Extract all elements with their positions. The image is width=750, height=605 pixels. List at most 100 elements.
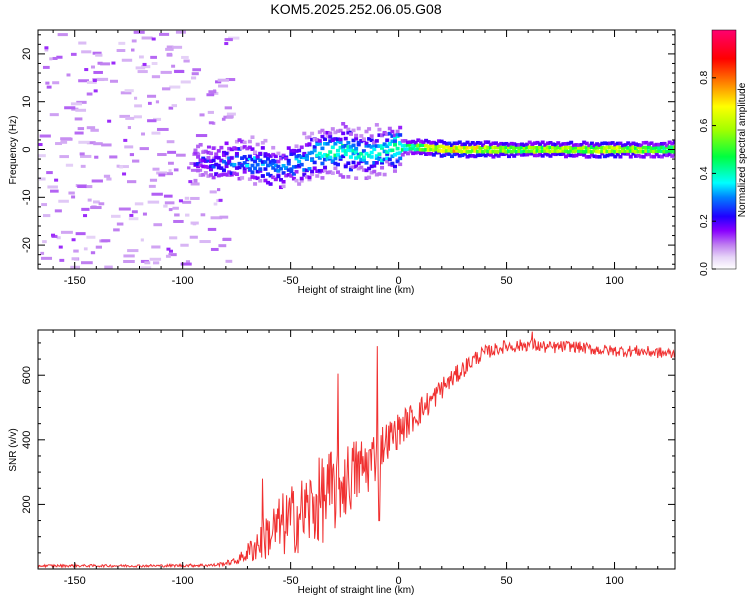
- ridge-cell: [545, 145, 550, 150]
- noise-mark: [207, 227, 217, 231]
- noise-mark: [153, 223, 163, 227]
- ridge-cell: [346, 161, 351, 165]
- ridge-cell: [263, 167, 268, 171]
- ridge-cell: [361, 158, 366, 162]
- ridge-cell: [333, 141, 338, 146]
- ridge-cell: [639, 146, 644, 150]
- y-tick-label: 10: [21, 96, 33, 108]
- ridge-cell: [382, 149, 387, 154]
- noise-mark: [166, 140, 175, 144]
- ridge-cell: [333, 153, 338, 158]
- ridge-cell: [564, 149, 569, 154]
- noise-mark: [95, 53, 103, 57]
- ridge-cell: [255, 142, 260, 147]
- ridge-cell: [354, 176, 359, 180]
- noise-mark: [167, 161, 174, 165]
- ridge-cell: [224, 161, 229, 166]
- ridge-cell: [424, 147, 429, 152]
- noise-mark: [97, 61, 103, 65]
- y-tick-label: 0: [21, 146, 33, 152]
- ridge-cell: [494, 150, 499, 154]
- noise-mark: [80, 154, 92, 158]
- ridge-cell: [551, 149, 556, 154]
- ridge-cell: [631, 149, 636, 153]
- ridge-cell: [380, 146, 385, 150]
- ridge-cell: [234, 166, 239, 170]
- ridge-cell: [266, 172, 271, 176]
- noise-mark: [210, 247, 219, 251]
- noise-mark: [141, 36, 153, 40]
- noise-mark: [163, 204, 168, 208]
- ridge-cell: [519, 145, 524, 150]
- ridge-cell: [221, 153, 226, 157]
- noise-mark: [59, 258, 65, 262]
- colorbar-tick-label: 0.2: [699, 214, 710, 228]
- noise-mark: [60, 140, 68, 144]
- ridge-cell: [286, 161, 291, 166]
- ridge-cell: [247, 167, 252, 171]
- ridge-cell: [330, 171, 335, 175]
- noise-mark: [185, 97, 196, 101]
- ridge-cell: [522, 152, 527, 157]
- ridge-cell: [587, 155, 592, 159]
- ridge-cell: [354, 156, 359, 160]
- ridge-cell: [545, 141, 550, 146]
- noise-mark: [151, 245, 161, 249]
- ridge-cell: [299, 179, 304, 183]
- ridge-cell: [429, 141, 434, 145]
- ridge-cell: [372, 143, 377, 148]
- ridge-cell: [421, 140, 426, 144]
- ridge-cell: [496, 150, 501, 154]
- noise-mark: [54, 209, 62, 213]
- ridge-cell: [247, 139, 252, 144]
- noise-mark: [113, 228, 120, 232]
- noise-mark: [90, 251, 96, 255]
- noise-mark: [199, 240, 211, 244]
- ridge-cell: [206, 158, 211, 163]
- ridge-cell: [411, 151, 416, 156]
- ridge-cell: [641, 145, 646, 150]
- ridge-cell: [468, 145, 473, 150]
- noise-mark: [140, 65, 151, 69]
- ridge-cell: [266, 180, 271, 185]
- ridge-cell: [307, 175, 312, 180]
- ridge-cell: [286, 158, 291, 163]
- ridge-cell: [315, 137, 320, 142]
- ridge-cell: [442, 145, 447, 150]
- ridge-cell: [517, 151, 522, 156]
- ridge-cell: [392, 135, 397, 140]
- ridge-cell: [372, 169, 377, 174]
- ridge-cell: [665, 143, 670, 148]
- ridge-cell: [268, 160, 273, 164]
- ridge-cell: [253, 159, 258, 164]
- ridge-cell: [289, 174, 294, 178]
- ridge-cell: [263, 178, 268, 183]
- ridge-cell: [198, 158, 203, 162]
- ridge-cell: [312, 148, 317, 153]
- noise-mark: [70, 102, 82, 106]
- ridge-cell: [628, 142, 633, 147]
- ridge-cell: [426, 148, 431, 152]
- ridge-cell: [672, 140, 675, 144]
- ridge-cell: [343, 136, 348, 141]
- ridge-cell: [364, 161, 369, 165]
- ridge-cell: [387, 126, 392, 131]
- ridge-cell: [343, 143, 348, 148]
- ridge-cell: [592, 154, 597, 159]
- noise-mark: [224, 106, 232, 110]
- ridge-cell: [203, 159, 208, 163]
- ridge-cell: [426, 144, 431, 149]
- ridge-cell: [380, 133, 385, 137]
- ridge-cell: [372, 161, 377, 165]
- ridge-cell: [605, 153, 610, 158]
- ridge-cell: [310, 137, 315, 142]
- noise-mark: [155, 100, 160, 104]
- noise-mark: [40, 251, 45, 255]
- noise-mark: [144, 261, 151, 265]
- noise-mark: [85, 185, 93, 189]
- ridge-cell: [582, 153, 587, 157]
- ridge-cell: [421, 148, 426, 152]
- noise-mark: [80, 164, 86, 168]
- ridge-cell: [242, 155, 247, 159]
- ridge-cell: [481, 143, 486, 147]
